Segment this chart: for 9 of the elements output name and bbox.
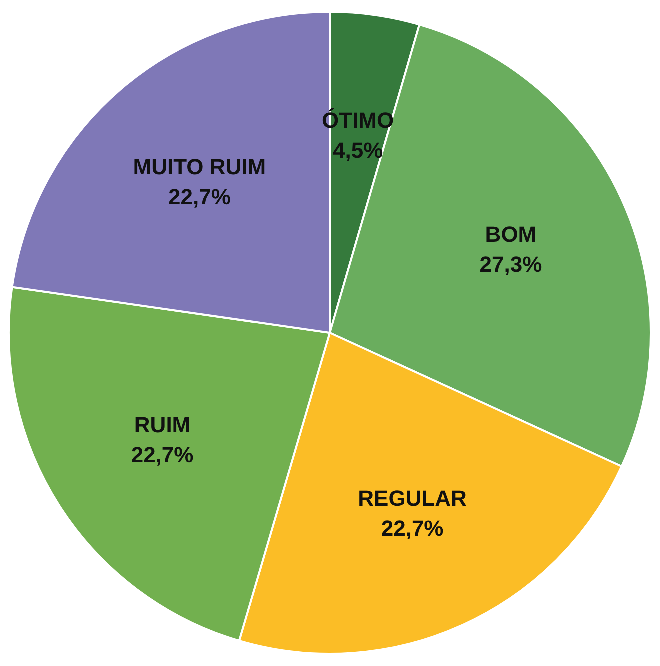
slice-label: MUITO RUIM	[133, 154, 266, 180]
slice-label: REGULAR	[358, 486, 468, 512]
data-label: 22,7%	[381, 516, 444, 542]
data-label: 22,7%	[168, 184, 231, 210]
data-label: 22,7%	[131, 442, 194, 468]
data-label: 4,5%	[332, 138, 384, 164]
data-label: 27,3%	[480, 252, 542, 278]
slice-label: BOM	[485, 222, 537, 248]
slice-label: RUIM	[134, 412, 191, 438]
